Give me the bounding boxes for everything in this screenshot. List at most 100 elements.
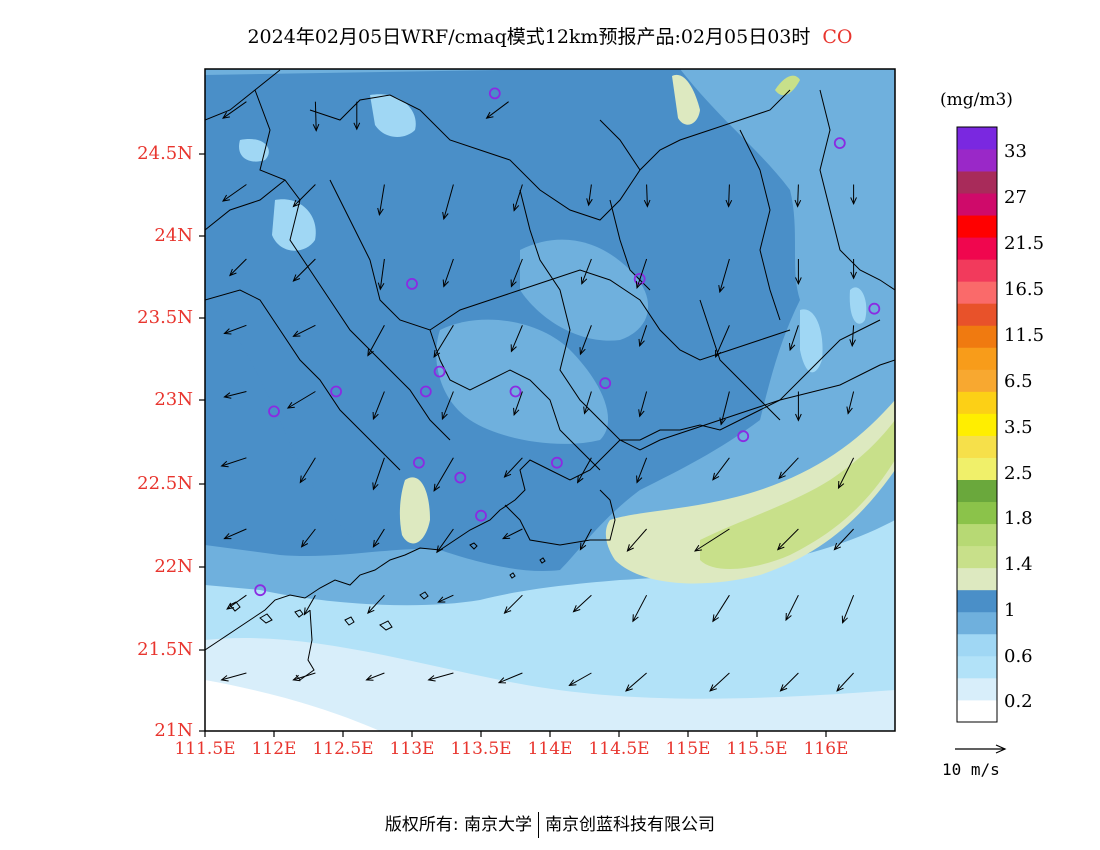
wind-arrow (286, 391, 316, 409)
wind-arrow (580, 258, 592, 285)
wind-arrow (513, 391, 523, 417)
colorbar-cell (957, 435, 997, 458)
colorbar-label-21.5: 21.5 (1004, 233, 1045, 254)
title-text: 2024年02月05日WRF/cmaq模式12km预报产品:02月05日03时 (247, 26, 811, 48)
lon-label-113: 113E (389, 739, 435, 759)
station-marker (412, 456, 425, 469)
axis-ticks (199, 153, 827, 737)
wind-arrow (442, 184, 454, 221)
wind-arrow (712, 457, 730, 481)
lat-label-23: 23N (154, 389, 193, 410)
wind-arrow (625, 672, 647, 692)
colorbar-label-2.5: 2.5 (1004, 463, 1033, 484)
field-patch-1 (370, 94, 416, 137)
wind-arrow (693, 528, 730, 552)
wind-arrow (377, 184, 385, 217)
wind-arrow (299, 457, 316, 484)
station-marker (268, 405, 280, 418)
wind-arrow (776, 528, 799, 551)
colorbar-cell (957, 413, 997, 436)
station-layer (254, 87, 881, 597)
concentration-field (205, 69, 895, 731)
wind-arrow (377, 258, 385, 291)
wind-arrow (794, 184, 802, 208)
colorbar-cell (957, 479, 997, 503)
wind-arrow (292, 258, 316, 282)
wind-arrow (841, 595, 855, 624)
wind-arrow (300, 528, 316, 548)
station-marker (406, 277, 418, 290)
wind-arrow (709, 672, 730, 692)
wind-arrow (850, 184, 857, 206)
field-patch-5 (520, 239, 649, 341)
wind-arrow (795, 391, 802, 422)
wind-arrow (510, 258, 523, 288)
station-marker (254, 584, 267, 597)
lat-label-22.5: 22.5N (137, 473, 193, 494)
field-patch-3 (239, 139, 269, 162)
wind-arrow (583, 391, 592, 415)
wind-arrow (510, 325, 523, 353)
wind-arrow (223, 324, 247, 335)
colorbar-label-27: 27 (1004, 187, 1027, 208)
station-marker (454, 471, 467, 484)
colorbar (957, 127, 997, 723)
wind-arrow (718, 258, 730, 294)
wind-arrow (367, 325, 385, 357)
station-marker (433, 365, 446, 378)
colorbar-cell (957, 523, 997, 547)
colorbar-cell (957, 633, 997, 657)
colorbar-cell (957, 655, 997, 679)
wind-arrow (353, 101, 361, 131)
wind-arrow (715, 325, 730, 359)
wind-arrow (303, 594, 316, 616)
lon-label-112: 112E (251, 739, 297, 759)
wind-arrow (312, 101, 320, 132)
wind-arrow (221, 184, 247, 202)
colorbar-cell (957, 259, 997, 282)
field-offshore-low (205, 638, 895, 731)
wind-arrow (365, 672, 385, 681)
wind-arrow (223, 391, 247, 399)
colorbar-cell (957, 391, 997, 414)
wind-arrow (503, 594, 523, 614)
lon-label-114: 114E (527, 739, 573, 759)
wind-arrow (427, 672, 454, 682)
wind-arrow (719, 391, 730, 426)
wind-arrow (437, 594, 454, 603)
station-marker (419, 385, 432, 398)
reference-vector-arrow (955, 744, 1007, 754)
lon-label-111.5: 111.5E (174, 739, 236, 759)
wind-arrow (632, 594, 648, 623)
wind-arrow (850, 259, 857, 280)
wind-arrow (292, 672, 316, 682)
wind-arrow (485, 101, 509, 119)
station-marker (599, 377, 612, 390)
wind-arrow (785, 594, 799, 622)
colorbar-cell (957, 149, 997, 172)
station-marker (330, 385, 343, 398)
lon-label-115: 115E (665, 739, 711, 759)
lat-label-24.5: 24.5N (137, 143, 193, 164)
wind-arrow (579, 325, 592, 356)
station-marker (633, 272, 646, 285)
colorbar-cell (957, 171, 997, 194)
colorbar-cell (957, 545, 997, 569)
wind-arrow (779, 672, 799, 692)
lon-label-112.5: 112.5E (312, 739, 374, 759)
wind-arrow (442, 258, 454, 288)
colorbar-cell (957, 677, 997, 701)
wind-arrow (367, 594, 385, 615)
colorbar-label-1.4: 1.4 (1004, 554, 1033, 575)
wind-arrow (626, 528, 647, 552)
wind-arrow (221, 101, 247, 119)
wind-arrow (836, 672, 854, 692)
colorbar-label-3.5: 3.5 (1004, 417, 1033, 438)
wind-vector-layer (220, 101, 857, 692)
footer-company: 南京创蓝科技有限公司 (545, 815, 716, 835)
station-marker (737, 430, 750, 443)
colorbar-cell (957, 325, 997, 348)
wind-arrow (643, 184, 651, 208)
colorbar-label-11.5: 11.5 (1004, 325, 1045, 346)
station-marker (551, 456, 563, 469)
